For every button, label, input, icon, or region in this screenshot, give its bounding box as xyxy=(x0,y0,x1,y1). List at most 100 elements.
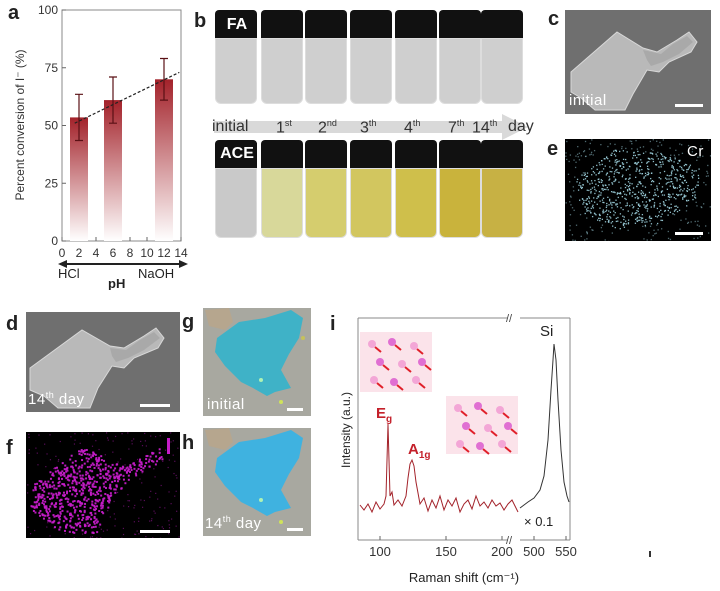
x-tick-label: 10 xyxy=(140,246,154,260)
bar xyxy=(155,79,173,241)
trend-line xyxy=(74,71,180,124)
panel-label-a: a xyxy=(8,2,20,24)
fa-vial xyxy=(305,10,347,112)
sem-label-initial: initial xyxy=(569,92,607,109)
eds-map-cr: Cr xyxy=(565,139,711,241)
atom xyxy=(498,440,506,448)
ace-vial xyxy=(350,140,392,242)
bar xyxy=(104,100,122,241)
x-tick-label: 500 xyxy=(523,544,545,559)
atom xyxy=(410,342,418,350)
y-tick-label: 75 xyxy=(45,61,59,75)
atom xyxy=(390,378,398,386)
panel-label-d: d xyxy=(6,313,19,335)
optical-flake xyxy=(205,428,303,524)
timeline-initial: initial xyxy=(212,118,249,135)
timeline-day-2: 2nd xyxy=(318,118,337,137)
y-tick-label: 0 xyxy=(51,234,58,248)
y-axis-label: Intensity (a.u.) xyxy=(339,392,353,468)
x-tick-label: 200 xyxy=(491,544,513,559)
vibration-arrow xyxy=(480,408,488,415)
panel-label-i: i xyxy=(330,313,336,335)
y-tick-label: 100 xyxy=(38,3,58,17)
scale-note: × 0.1 xyxy=(524,514,553,529)
error-bar xyxy=(160,57,168,101)
panel-label-g: g xyxy=(182,311,195,333)
x-tick-label: 12 xyxy=(157,246,171,260)
x-axis-label: pH xyxy=(108,276,125,290)
timeline-day-7: 7th xyxy=(448,118,465,137)
vibration-arrow xyxy=(404,366,412,373)
element-marker-i xyxy=(167,438,170,454)
x-axis-label: Raman shift (cm⁻¹) xyxy=(409,570,519,585)
panel-label-b: b xyxy=(194,10,207,32)
vibration-arrow xyxy=(418,382,426,389)
fa-vial xyxy=(350,10,392,112)
raman-series-si xyxy=(519,343,570,509)
fa-vial xyxy=(481,10,523,112)
raman-series-crI3 xyxy=(359,423,519,514)
timeline-day-3: 3th xyxy=(360,118,377,137)
sem-image-initial: initial xyxy=(565,10,711,114)
scale-bar xyxy=(675,232,703,235)
ace-vial xyxy=(395,140,437,242)
arrow-right-icon xyxy=(179,260,188,268)
x-tick-label: 4 xyxy=(93,246,100,260)
timeline-day-4: 4th xyxy=(404,118,421,137)
atom xyxy=(398,360,406,368)
vibration-arrow xyxy=(468,428,476,435)
atom xyxy=(484,424,492,432)
i-distribution xyxy=(27,432,180,538)
scale-bar xyxy=(287,408,303,411)
vibration-arrow xyxy=(490,430,498,437)
acid-label: HCl xyxy=(58,266,80,281)
vibration-arrow xyxy=(504,446,512,453)
x-tick-label: 150 xyxy=(435,544,457,559)
flake-shape xyxy=(29,327,165,409)
scale-bar xyxy=(287,528,303,531)
axis-break-bottom: // xyxy=(506,535,513,547)
atom xyxy=(412,376,420,384)
peak-label-eg: Eg xyxy=(376,405,392,425)
base-label: NaOH xyxy=(138,266,174,281)
x-tick-label: 550 xyxy=(555,544,577,559)
axis-break-top: // xyxy=(506,313,513,325)
vibration-arrow xyxy=(396,384,404,391)
peak-label-a1g: A1g xyxy=(408,441,431,461)
day-label: day xyxy=(508,118,534,135)
ace-vial xyxy=(481,140,523,242)
atom xyxy=(462,422,470,430)
fa-vial xyxy=(261,10,303,112)
optical-label-initial: initial xyxy=(207,396,245,413)
arrow-left-icon xyxy=(58,260,67,268)
atom xyxy=(456,440,464,448)
vibration-arrow xyxy=(460,410,468,417)
scale-bar xyxy=(140,530,170,533)
panel-label-e: e xyxy=(547,138,559,160)
scale-bar xyxy=(140,404,170,407)
atom xyxy=(496,406,504,414)
vibration-arrow xyxy=(510,428,518,435)
atom xyxy=(454,404,462,412)
panel-i-raman-chart: // // 100 150 200 500 550 Raman shift (cm⁻¹)… xyxy=(339,313,577,585)
fa-tag: FA xyxy=(220,14,254,36)
y-tick-label: 25 xyxy=(45,176,59,190)
atom xyxy=(476,442,484,450)
stray-mark xyxy=(649,551,651,557)
x-tick-label: 8 xyxy=(127,246,134,260)
atom xyxy=(388,338,396,346)
optical-flake xyxy=(205,308,305,404)
panel-label-c: c xyxy=(548,8,560,30)
panel-label-f: f xyxy=(6,437,13,459)
axes-frame xyxy=(357,317,571,541)
x-tick-label: 100 xyxy=(369,544,391,559)
atom xyxy=(368,340,376,348)
vibration-arrow xyxy=(394,344,402,351)
vibration-arrow xyxy=(416,348,424,355)
error-bar xyxy=(109,76,117,124)
x-tick-label: 2 xyxy=(76,246,83,260)
vibration-arrow xyxy=(502,412,510,419)
x-tick-label: 0 xyxy=(59,246,66,260)
optical-image-initial: initial xyxy=(203,308,311,416)
